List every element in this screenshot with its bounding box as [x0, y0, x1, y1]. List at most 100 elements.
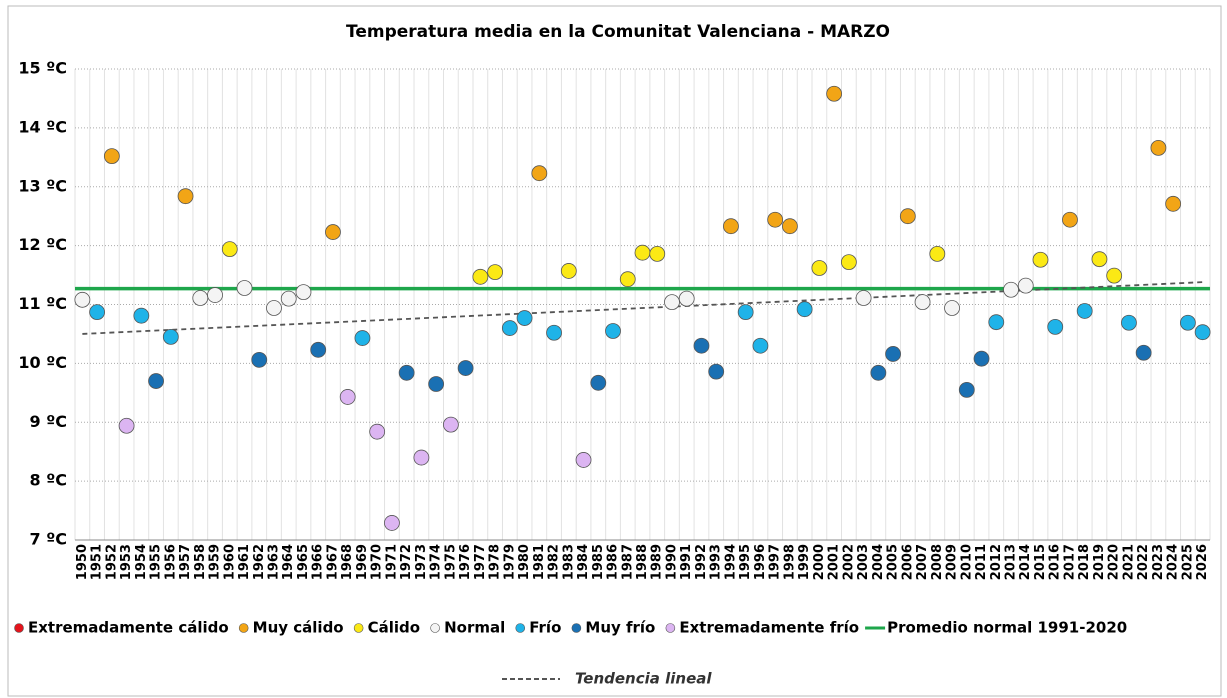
point	[413, 449, 430, 466]
point	[737, 304, 754, 321]
point	[325, 224, 341, 240]
x-tick-label: 1986	[606, 544, 621, 580]
point	[1106, 267, 1123, 284]
x-tick-label: 1964	[281, 544, 296, 580]
x-tick-label: 1982	[547, 544, 562, 580]
point	[723, 218, 739, 235]
x-tick-label: 1952	[104, 544, 119, 580]
y-tick-label: 14 ºC	[18, 117, 67, 136]
x-tick-label: 2016	[1048, 544, 1063, 580]
x-tick-label: 1979	[502, 544, 517, 580]
x-tick-label: 1962	[252, 544, 267, 580]
x-tick-label: 1995	[738, 544, 753, 580]
point	[708, 363, 725, 380]
point	[1121, 314, 1137, 331]
y-tick-label: 8 ºC	[30, 471, 67, 490]
point	[1047, 318, 1064, 335]
x-tick-label: 2024	[1166, 544, 1181, 580]
x-tick-label: 1974	[429, 544, 444, 580]
point	[634, 244, 651, 261]
point	[752, 337, 769, 354]
point	[560, 263, 577, 279]
chart-frame	[7, 5, 1222, 697]
point	[1003, 281, 1019, 298]
x-tick-label: 1968	[340, 544, 355, 580]
point	[162, 328, 179, 345]
point	[118, 417, 135, 434]
legend-label: Normal	[444, 619, 505, 637]
x-tick-label: 2023	[1151, 544, 1166, 580]
point	[988, 314, 1005, 331]
x-tick-label: 2001	[827, 544, 842, 580]
legend-marker	[14, 623, 24, 633]
point	[207, 287, 223, 303]
point	[929, 245, 946, 262]
x-tick-label: 2026	[1195, 544, 1210, 580]
point	[1091, 251, 1108, 268]
legend-marker	[238, 623, 249, 633]
point	[1165, 195, 1182, 212]
point	[855, 290, 872, 306]
x-tick-label: 1969	[355, 544, 370, 580]
point	[339, 389, 356, 405]
point	[1076, 303, 1093, 319]
x-tick-label: 2020	[1107, 544, 1122, 580]
x-tick-label: 2019	[1092, 544, 1107, 580]
x-tick-label: 2014	[1018, 544, 1033, 580]
x-tick-label: 1989	[650, 544, 665, 580]
x-tick-label: 1955	[149, 544, 164, 580]
point	[1062, 211, 1078, 228]
point	[236, 280, 253, 296]
x-tick-label: 2022	[1136, 544, 1151, 580]
x-tick-label: 1981	[532, 544, 547, 580]
point	[501, 320, 518, 336]
point	[826, 85, 843, 102]
x-tick-label: 1985	[591, 544, 606, 580]
x-tick-label: 1991	[679, 544, 694, 580]
legend-marker	[571, 623, 582, 633]
point	[310, 341, 327, 358]
x-tick-label: 1998	[782, 544, 797, 580]
point	[914, 294, 931, 311]
legend-label: Tendencia lineal	[575, 670, 712, 688]
point	[428, 376, 445, 392]
x-tick-label: 1963	[266, 544, 281, 580]
point	[89, 304, 106, 321]
x-tick-label: 2008	[930, 544, 945, 580]
trend-line	[82, 281, 1203, 335]
point	[693, 337, 710, 354]
point	[487, 264, 503, 281]
point	[840, 254, 857, 271]
point	[531, 165, 548, 182]
x-tick-label: 1988	[635, 544, 650, 580]
x-tick-label: 2002	[841, 544, 856, 580]
x-tick-label: 1978	[488, 544, 503, 580]
legend-label: Frío	[529, 619, 561, 637]
legend-marker	[430, 623, 440, 633]
x-tick-label: 2025	[1180, 544, 1195, 580]
point	[575, 452, 592, 468]
x-tick-label: 1959	[208, 544, 223, 580]
x-tick-label: 1980	[517, 544, 532, 580]
legend-label: Promedio normal 1991-2020	[887, 619, 1127, 637]
x-tick-label: 1973	[414, 544, 429, 580]
point	[1032, 251, 1049, 268]
legend-marker	[515, 623, 526, 633]
x-tick-label: 1984	[576, 544, 591, 580]
x-tick-label: 2015	[1033, 544, 1048, 580]
point	[885, 346, 901, 362]
point	[295, 284, 312, 301]
x-tick-label: 1954	[134, 544, 149, 580]
x-tick-label: 1966	[311, 544, 326, 580]
x-tick-label: 1960	[222, 544, 237, 580]
legend-label: Extremadamente frío	[679, 619, 859, 637]
point	[74, 291, 91, 308]
x-tick-label: 1997	[768, 544, 783, 580]
point	[472, 268, 489, 285]
point	[266, 300, 282, 316]
x-tick-label: 2000	[812, 544, 827, 580]
point	[678, 290, 695, 307]
point	[782, 218, 798, 235]
x-tick-label: 1992	[694, 544, 709, 580]
